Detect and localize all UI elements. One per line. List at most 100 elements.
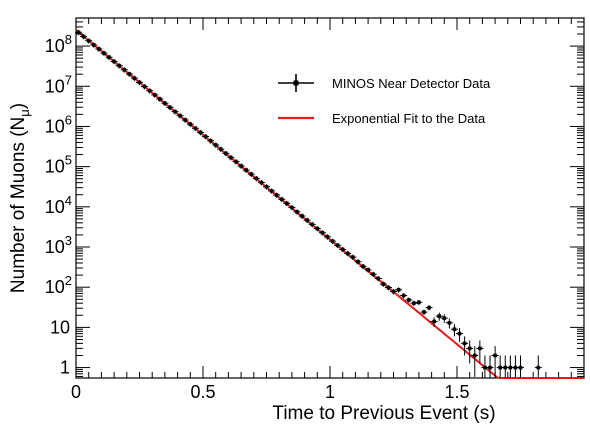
x-tick-label: 0.5 (190, 382, 215, 402)
data-marker (279, 197, 284, 202)
data-point (303, 217, 311, 224)
y-tick-label: 103 (45, 233, 72, 257)
data-marker (158, 97, 162, 101)
data-marker (107, 55, 111, 60)
data-point (181, 117, 189, 123)
data-marker (168, 105, 172, 110)
data-marker (396, 288, 401, 292)
fit-layer (75, 29, 584, 379)
data-point (237, 163, 245, 169)
data-marker (508, 365, 513, 370)
data-point (105, 54, 113, 61)
y-tick-label: 106 (45, 112, 72, 136)
data-point (313, 226, 321, 232)
x-tick-label: 1 (325, 382, 335, 402)
data-marker (361, 264, 365, 269)
data-layer (75, 29, 542, 378)
data-marker (391, 289, 396, 294)
y-tick-label: 102 (45, 273, 72, 297)
data-marker (91, 43, 96, 47)
data-point (308, 221, 316, 228)
data-marker (442, 316, 447, 320)
data-marker (117, 63, 121, 68)
data-marker (152, 93, 157, 97)
data-point (344, 251, 352, 257)
data-marker (437, 314, 442, 318)
data-marker (493, 353, 497, 358)
data-marker (213, 143, 218, 147)
data-marker (536, 365, 541, 370)
data-point (212, 142, 220, 148)
data-marker (513, 365, 518, 370)
data-point (125, 71, 133, 77)
data-marker (132, 76, 137, 80)
data-marker (198, 130, 203, 135)
data-point (227, 155, 235, 161)
data-point (405, 297, 413, 303)
data-point (85, 38, 93, 44)
data-point (410, 300, 418, 307)
x-tick-label: 0 (71, 382, 81, 402)
data-point (100, 50, 108, 56)
data-marker (472, 353, 477, 358)
data-marker (406, 298, 411, 302)
data-point (293, 209, 301, 215)
data-marker (356, 259, 360, 264)
data-point (415, 299, 423, 306)
data-point (136, 79, 143, 86)
data-marker (102, 51, 106, 55)
axis-layer: 0 0.5 1 1.5 1 10 102 103 104 105 106 107 108 (45, 17, 584, 402)
y-axis-title: Number of Muons (Nμ) (8, 103, 32, 293)
data-point (141, 84, 149, 90)
data-point (191, 125, 199, 132)
data-marker (351, 255, 355, 259)
data-marker (112, 59, 116, 64)
data-point (288, 205, 296, 211)
y-tick-label: 107 (45, 72, 72, 96)
data-point (461, 336, 469, 356)
data-point (298, 213, 306, 219)
data-marker (518, 365, 523, 370)
data-point (120, 67, 128, 73)
data-marker (290, 205, 294, 210)
data-point (339, 247, 347, 253)
data-point (186, 121, 194, 128)
data-marker (269, 189, 274, 193)
data-point (217, 146, 225, 153)
data-point (491, 346, 499, 377)
data-point (95, 46, 103, 52)
data-point (374, 276, 382, 282)
data-marker (203, 134, 208, 139)
data-point (511, 355, 519, 378)
data-marker (86, 38, 91, 43)
data-marker (325, 235, 330, 239)
data-marker (320, 230, 325, 235)
x-tick-label: 1.5 (444, 382, 469, 402)
data-point (222, 150, 230, 157)
data-marker (173, 109, 177, 114)
data-point (130, 75, 138, 82)
plot-frame (75, 17, 585, 379)
data-marker (315, 226, 320, 231)
data-point (534, 355, 542, 378)
data-marker (498, 365, 502, 370)
data-marker (295, 210, 299, 214)
data-marker (285, 201, 289, 206)
data-point (207, 138, 215, 144)
data-marker (412, 301, 416, 305)
data-marker (147, 88, 152, 93)
data-marker (483, 365, 487, 370)
data-point (252, 175, 260, 182)
data-point (486, 355, 494, 378)
data-marker (452, 327, 457, 332)
data-point (435, 312, 443, 321)
legend-entry-fit: Exponential Fit to the Data (332, 111, 486, 126)
data-point (273, 192, 281, 198)
y-tick-label: 105 (45, 153, 72, 177)
data-point (430, 317, 438, 327)
data-marker (427, 305, 431, 310)
data-point (359, 263, 367, 270)
data-point (146, 88, 154, 94)
data-point (395, 287, 403, 293)
data-marker (81, 34, 86, 39)
